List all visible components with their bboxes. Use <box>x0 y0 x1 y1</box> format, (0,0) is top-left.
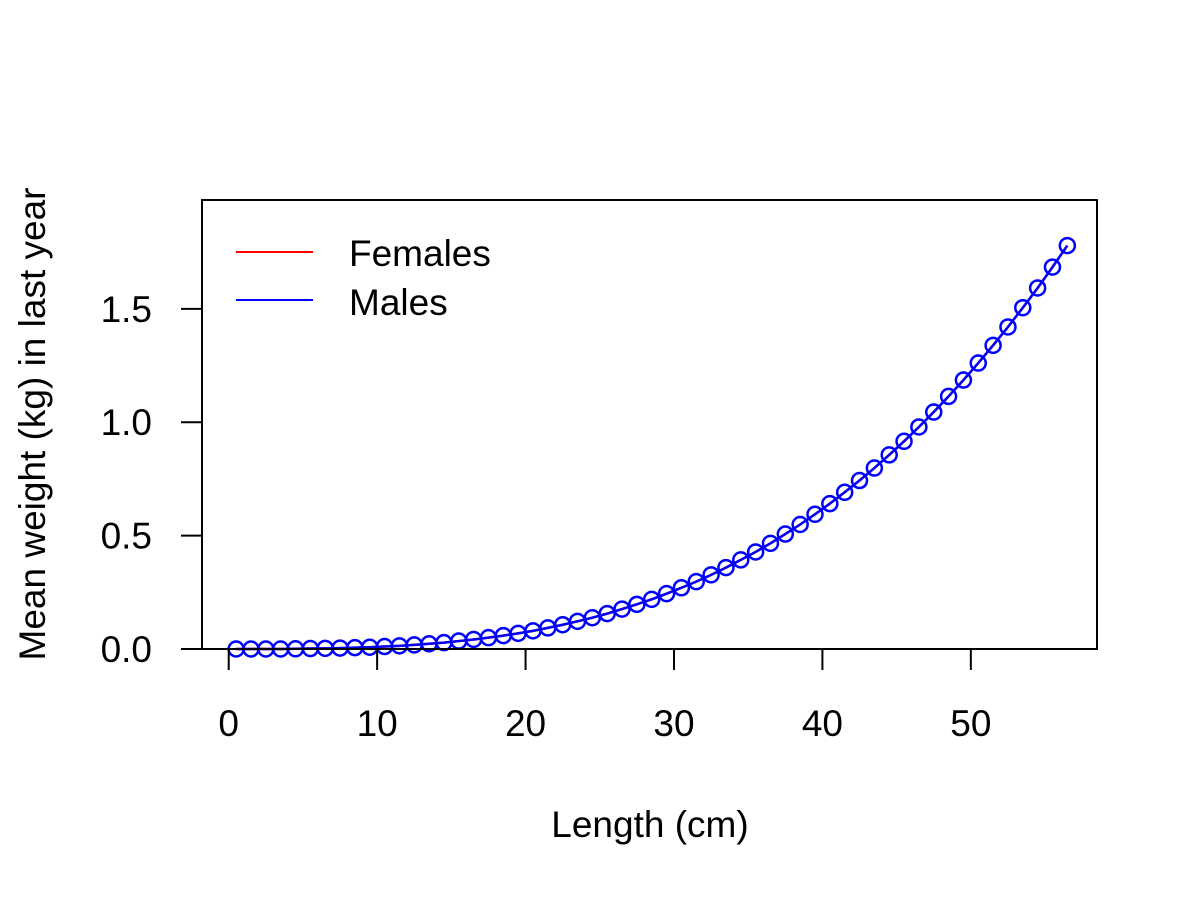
x-tick-label: 30 <box>653 703 694 744</box>
data-point-males <box>865 459 884 477</box>
x-axis: 0 10 20 30 40 50 <box>218 648 991 744</box>
data-point-males <box>835 483 854 502</box>
data-point-males <box>954 371 973 389</box>
data-point-males <box>657 584 676 603</box>
data-point-males <box>850 471 869 490</box>
data-point-males <box>1028 279 1047 297</box>
data-point-males <box>924 403 943 421</box>
data-point-males <box>910 418 928 436</box>
y-tick-label: 1.5 <box>101 289 152 330</box>
x-tick-label: 20 <box>505 703 546 744</box>
legend: Females Males <box>236 233 491 323</box>
data-point-males <box>969 354 988 372</box>
data-point-males <box>939 387 958 406</box>
data-point-males <box>746 543 765 561</box>
data-point-males <box>895 432 913 451</box>
data-point-males <box>776 525 795 543</box>
data-point-males <box>702 566 720 584</box>
legend-label-males: Males <box>349 282 448 323</box>
data-point-males <box>1043 258 1062 276</box>
x-tick-label: 40 <box>802 703 843 744</box>
data-point-males <box>628 595 646 614</box>
data-point-males <box>821 494 839 513</box>
data-point-males <box>1058 236 1077 255</box>
data-point-males <box>984 336 1002 355</box>
y-axis-title: Mean weight (kg) in last year <box>12 188 53 661</box>
y-tick-label: 0.5 <box>101 516 152 557</box>
legend-label-females: Females <box>349 233 491 274</box>
y-tick-label: 0.0 <box>101 629 152 670</box>
data-point-males <box>687 572 705 591</box>
data-point-males <box>672 579 691 597</box>
x-tick-label: 50 <box>950 703 991 744</box>
data-point-males <box>806 505 824 524</box>
x-tick-label: 0 <box>218 703 239 744</box>
x-axis-title: Length (cm) <box>551 804 748 845</box>
y-tick-label: 1.0 <box>101 402 152 443</box>
x-tick-label: 10 <box>357 703 398 744</box>
series-layer <box>227 236 1077 658</box>
data-point-males <box>732 551 750 569</box>
data-point-males <box>642 590 661 609</box>
data-point-males <box>880 446 898 464</box>
data-point-males <box>717 558 735 577</box>
data-point-males <box>1014 298 1032 317</box>
data-point-males <box>761 534 780 553</box>
y-axis: 0.0 0.5 1.0 1.5 <box>101 289 203 670</box>
data-point-males <box>791 515 809 534</box>
data-point-males <box>999 318 1017 336</box>
